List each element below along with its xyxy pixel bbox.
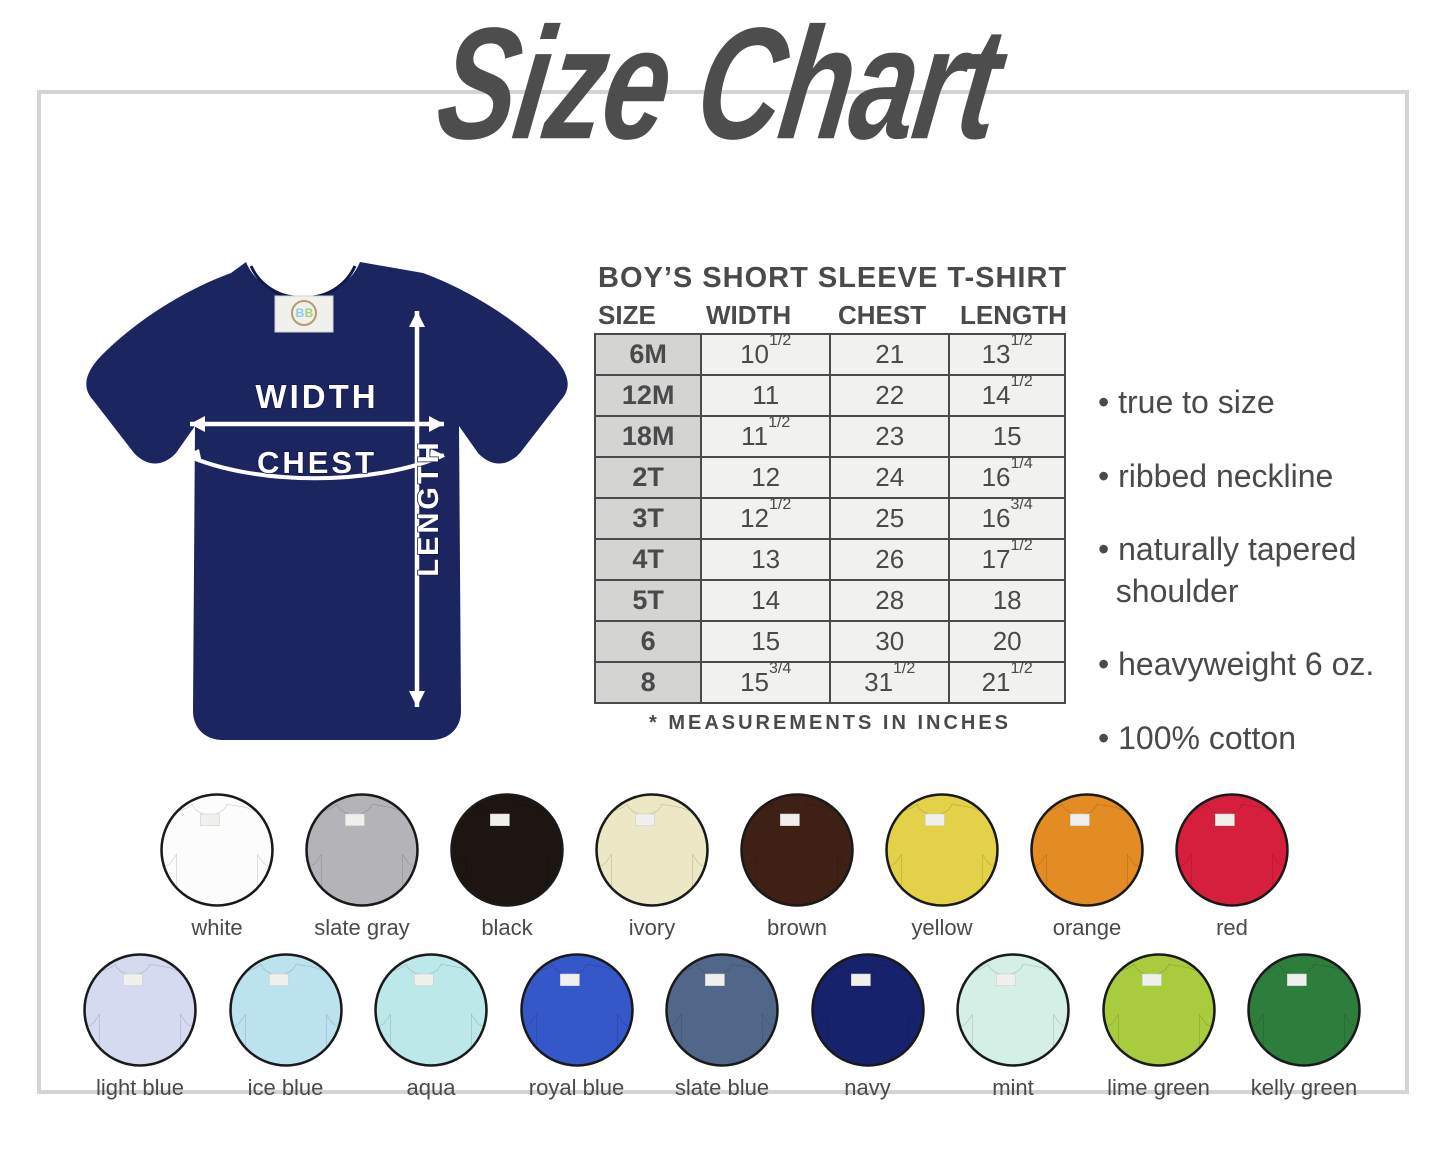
svg-text:CHEST: CHEST <box>257 445 377 480</box>
svg-text:B: B <box>296 306 305 320</box>
svg-text:LENGTH: LENGTH <box>413 439 445 576</box>
svg-text:B: B <box>305 306 314 320</box>
svg-text:WIDTH: WIDTH <box>255 378 378 415</box>
